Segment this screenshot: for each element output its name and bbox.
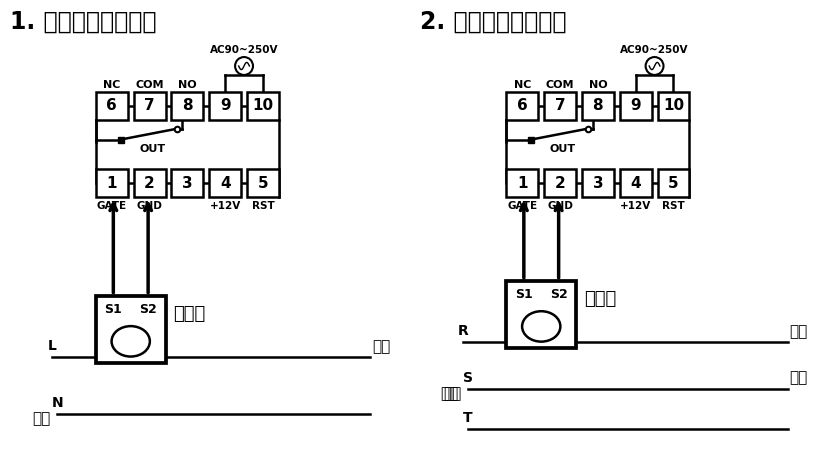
Text: T: T: [463, 411, 473, 425]
Bar: [620, 169, 652, 197]
Text: NC: NC: [514, 80, 531, 90]
Text: S2: S2: [140, 303, 157, 316]
Text: +12V: +12V: [209, 201, 241, 211]
Bar: [506, 281, 576, 348]
Text: 4: 4: [631, 176, 641, 191]
Text: 负载: 负载: [372, 339, 390, 354]
Text: RST: RST: [252, 201, 274, 211]
Text: OUT: OUT: [549, 144, 576, 154]
Text: 8: 8: [182, 98, 193, 113]
Bar: [209, 92, 241, 119]
Text: 电源: 电源: [32, 411, 51, 426]
Bar: [506, 92, 538, 119]
Text: R: R: [457, 325, 468, 338]
Bar: [657, 92, 690, 119]
Text: 5: 5: [668, 176, 679, 191]
Text: 3: 3: [182, 176, 193, 191]
Text: GND: GND: [136, 201, 163, 211]
Bar: [582, 92, 614, 119]
Text: 3: 3: [593, 176, 603, 191]
Text: 8: 8: [593, 98, 603, 113]
Text: GATE: GATE: [507, 201, 538, 211]
Bar: [134, 92, 165, 119]
Text: 7: 7: [555, 98, 565, 113]
Text: 6: 6: [517, 98, 528, 113]
Text: COM: COM: [546, 80, 574, 90]
Text: S: S: [463, 371, 473, 385]
Text: +12V: +12V: [620, 201, 652, 211]
Text: NO: NO: [178, 80, 197, 90]
Text: GND: GND: [547, 201, 573, 211]
Text: RST: RST: [662, 201, 685, 211]
Text: 检测器: 检测器: [584, 289, 617, 307]
Text: COM: COM: [135, 80, 164, 90]
Text: 负载: 负载: [789, 370, 808, 386]
Bar: [582, 169, 614, 197]
Text: 电源: 电源: [443, 387, 461, 401]
Text: 10: 10: [663, 98, 684, 113]
Text: 5: 5: [258, 176, 268, 191]
Text: 电源: 电源: [440, 387, 458, 401]
Ellipse shape: [111, 326, 150, 357]
Text: S1: S1: [105, 303, 122, 316]
Text: 9: 9: [220, 98, 230, 113]
Text: OUT: OUT: [139, 144, 165, 154]
Text: S2: S2: [550, 288, 568, 301]
Text: 1: 1: [106, 176, 117, 191]
Text: 1. 单相设备连线方法: 1. 单相设备连线方法: [11, 9, 157, 33]
Text: 4: 4: [220, 176, 230, 191]
Bar: [96, 295, 165, 363]
Text: 检测器: 检测器: [174, 305, 206, 323]
Text: 2: 2: [555, 176, 566, 191]
Bar: [620, 92, 652, 119]
Text: 1: 1: [517, 176, 528, 191]
Text: S1: S1: [515, 288, 533, 301]
Bar: [171, 92, 204, 119]
Text: AC90~250V: AC90~250V: [209, 45, 278, 55]
Text: 10: 10: [253, 98, 273, 113]
Text: N: N: [52, 396, 63, 410]
Bar: [247, 92, 279, 119]
Text: 2: 2: [145, 176, 155, 191]
Text: NO: NO: [588, 80, 607, 90]
Bar: [657, 169, 690, 197]
Circle shape: [646, 57, 663, 75]
Text: 负载: 负载: [789, 324, 808, 339]
Bar: [134, 169, 165, 197]
Bar: [171, 169, 204, 197]
Bar: [96, 92, 128, 119]
Text: AC90~250V: AC90~250V: [620, 45, 689, 55]
Text: 7: 7: [145, 98, 155, 113]
Text: 6: 6: [106, 98, 117, 113]
Ellipse shape: [522, 311, 560, 342]
Bar: [96, 169, 128, 197]
Text: L: L: [47, 339, 57, 353]
Bar: [544, 169, 576, 197]
Text: GATE: GATE: [96, 201, 127, 211]
Text: 9: 9: [631, 98, 641, 113]
Text: NC: NC: [103, 80, 120, 90]
Text: 2. 三相设备连线方法: 2. 三相设备连线方法: [420, 9, 567, 33]
Bar: [544, 92, 576, 119]
Circle shape: [235, 57, 253, 75]
Bar: [247, 169, 279, 197]
Bar: [506, 169, 538, 197]
Bar: [209, 169, 241, 197]
